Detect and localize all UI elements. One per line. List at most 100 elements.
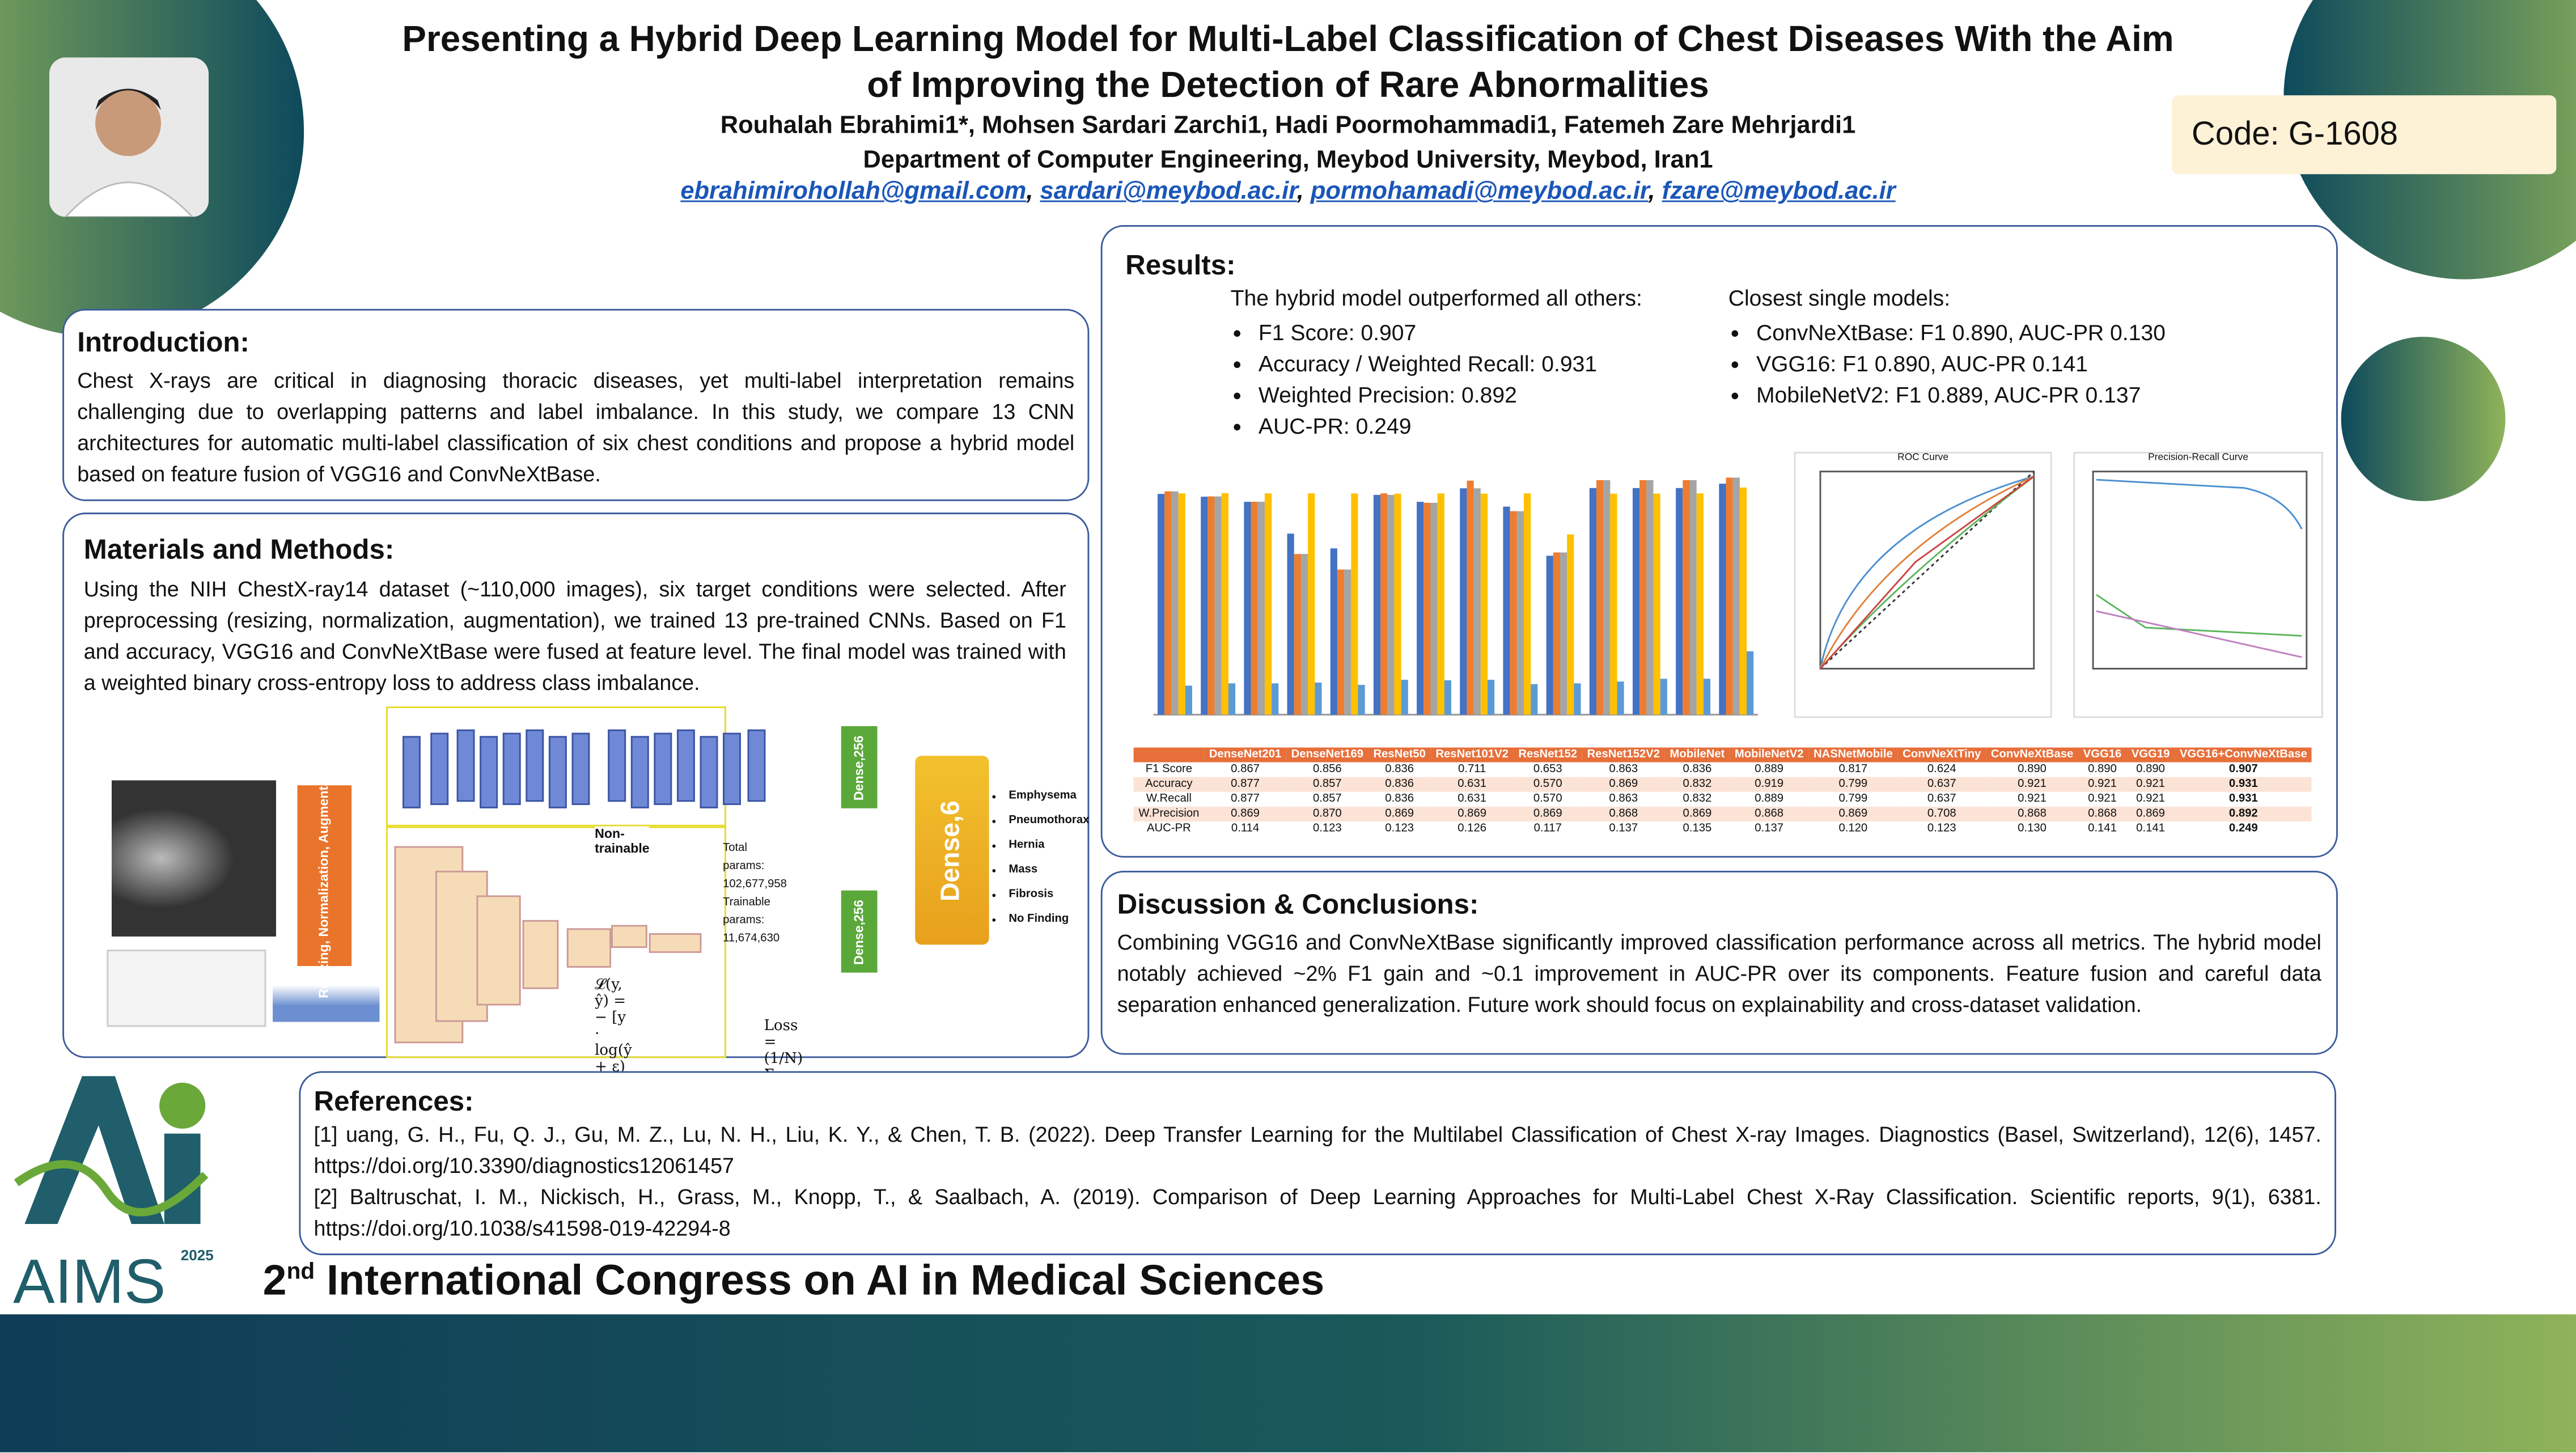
bar (1574, 683, 1581, 715)
conv-layer (502, 732, 521, 806)
feature-map (522, 920, 559, 989)
bar (1553, 552, 1560, 715)
paragraph: Combining VGG16 and ConvNeXtBase signifi… (1117, 930, 2321, 1017)
paragraph: Using the NIH ChestX-ray14 dataset (~110… (83, 577, 1066, 695)
department: Department of Computer Engineering, Meyb… (863, 146, 1713, 175)
bar (1387, 494, 1395, 715)
cell: 0.857 (1286, 791, 1368, 807)
cell: 0.114 (1204, 821, 1286, 837)
authors: Rouhalah Ebrahimi1*, Mohsen Sardari Zarc… (720, 112, 1856, 140)
cell: 0.637 (1897, 777, 1986, 792)
xray-image (112, 780, 276, 937)
class-list: EmphysemaPneumothoraxHerniaMassFibrosisN… (981, 783, 1089, 931)
bar (1560, 552, 1567, 715)
label: Non-trainable (595, 826, 650, 856)
cell: 0.890 (2078, 762, 2127, 777)
cell: 0.120 (1808, 821, 1898, 837)
closest-heading: Closest single models: (1728, 286, 1951, 311)
row-label: W.Recall (1133, 791, 1205, 807)
separator: , (1648, 177, 1662, 206)
table-row: W.Recall 0.877 0.857 0.836 0.631 0.570 0.863 0.… (1133, 791, 2312, 807)
bar (1308, 493, 1315, 715)
bar (1401, 680, 1408, 715)
bar (1516, 511, 1524, 715)
emails: ebrahimirohollah@gmail.com, sardari@meyb… (0, 177, 2576, 205)
column-header: ConvNeXtTiny (1897, 747, 1986, 762)
bar (1264, 493, 1272, 715)
cell: 0.890 (2126, 762, 2175, 777)
conv-layer (747, 729, 766, 802)
label: Resizing, Normalization, Augmentation (317, 753, 332, 998)
congress: International Congress on AI in Medical … (327, 1255, 1325, 1305)
cell: 0.836 (1368, 762, 1431, 777)
bar (1732, 477, 1740, 715)
cell: 0.863 (1582, 791, 1665, 807)
heading: Materials and Methods: (83, 533, 395, 565)
title: Presenting a Hybrid Deep Learning Model … (402, 18, 2174, 60)
column-header: ResNet50 (1368, 747, 1431, 762)
email-link[interactable]: ebrahimirohollah@gmail.com (680, 177, 1027, 206)
cell: 0.570 (1513, 777, 1582, 792)
cell: 0.123 (1368, 821, 1431, 837)
bullet: VGG16: F1 0.890, AUC-PR 0.141 (1756, 348, 2166, 379)
heading: References: (313, 1086, 474, 1117)
bar (1467, 480, 1474, 715)
label: Dense,6 (937, 799, 965, 901)
title: of Improving the Detection of Rare Abnor… (867, 64, 1709, 105)
cell: 0.653 (1513, 762, 1582, 777)
congress-title: 2nd International Congress on AI in Medi… (263, 1255, 1324, 1306)
plot-title: ROC Curve (1897, 453, 1949, 464)
bar (1646, 480, 1654, 715)
bar (1214, 496, 1222, 715)
bullet-list: ConvNeXtBase: F1 0.890, AUC-PR 0.130VGG1… (1728, 317, 2166, 410)
introduction-panel: Introduction: Chest X-rays are critical … (62, 308, 1090, 501)
column-header: ResNet152V2 (1582, 747, 1665, 762)
author-photo (49, 57, 209, 217)
bar (1272, 683, 1279, 715)
cell: 0.708 (1897, 806, 1986, 821)
bar (1208, 496, 1215, 715)
bar (1510, 511, 1517, 715)
conv-layer (571, 732, 590, 806)
bar (1747, 651, 1754, 715)
cell: 0.711 (1430, 762, 1514, 777)
bar (1639, 480, 1647, 715)
conv-layer (654, 732, 672, 806)
column-header: ResNet152 (1513, 747, 1582, 762)
bar (1473, 488, 1481, 715)
feature-map (649, 933, 702, 953)
cell: 0.931 (2175, 777, 2312, 792)
cell: 0.637 (1897, 791, 1986, 807)
cell: 0.921 (2078, 777, 2127, 792)
conv-layer (430, 732, 449, 806)
table-wrap: DenseNet201 DenseNet169 ResNet50 ResNet101V… (1133, 747, 2312, 837)
bar (1503, 506, 1510, 715)
header-row: DenseNet201 DenseNet169 ResNet50 ResNet101V… (1133, 747, 2312, 762)
conv-layer (676, 729, 695, 802)
separator: , (1026, 177, 1040, 206)
bar (1726, 477, 1733, 715)
table-row: W.Precision 0.869 0.870 0.869 0.869 0.869 0.86… (1133, 806, 2312, 821)
plot-title: Precision-Recall Curve (2148, 453, 2248, 464)
class-item: Fibrosis (1009, 882, 1089, 906)
email-link[interactable]: fzare@meybod.ac.ir (1662, 177, 1896, 206)
results-intro: The hybrid model outperformed all others… (1230, 286, 1642, 311)
cell: 0.836 (1368, 791, 1431, 807)
cell: 0.921 (2078, 791, 2127, 807)
bar (1228, 683, 1236, 715)
cell: 0.799 (1808, 791, 1898, 807)
cell: 0.832 (1664, 777, 1730, 792)
column-header: DenseNet169 (1286, 747, 1368, 762)
cell: 0.137 (1730, 821, 1809, 837)
cell: 0.123 (1286, 821, 1368, 837)
cell: 0.130 (1986, 821, 2078, 837)
row-label: F1 Score (1133, 762, 1205, 777)
email-link[interactable]: pormohamadi@meybod.ac.ir (1310, 177, 1649, 206)
email-link[interactable]: sardari@meybod.ac.ir (1040, 177, 1297, 206)
bar (1158, 494, 1165, 715)
column-header: VGG19 (2126, 747, 2175, 762)
bar (1589, 488, 1596, 715)
text: Total params: 102,677,958 (723, 842, 787, 891)
